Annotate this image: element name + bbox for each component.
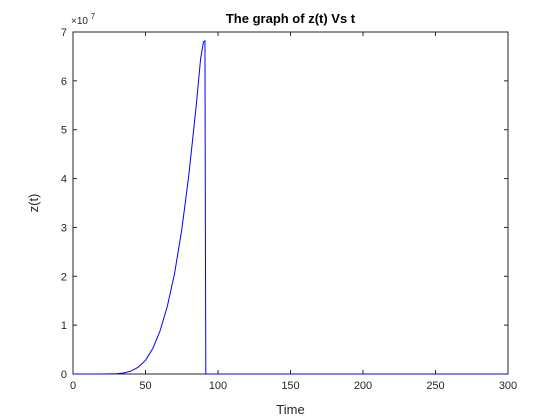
x-tick-label: 50	[139, 380, 151, 392]
x-tick-label: 300	[499, 380, 517, 392]
x-tick-label: 100	[209, 380, 227, 392]
y-tick-label: 3	[61, 222, 67, 234]
y-tick-label: 7	[61, 27, 67, 39]
y-tick-label: 0	[61, 369, 67, 381]
x-tick-label: 250	[426, 380, 444, 392]
x-axis-label: Time	[276, 402, 304, 417]
x-tick-label: 0	[70, 380, 76, 392]
plot-area	[72, 31, 509, 375]
y-tick-label: 6	[61, 76, 67, 88]
y-axis-multiplier: ×10 7	[71, 12, 96, 27]
x-tick-label: 150	[281, 380, 299, 392]
y-tick-label: 4	[61, 174, 67, 186]
y-axis-multiplier-exp: 7	[91, 12, 96, 21]
axis-ticks: 0 50 100 150 200 250 300 0 1 2 3 4 5 6 7	[61, 27, 517, 392]
y-tick-label: 5	[61, 125, 67, 137]
chart-title: The graph of z(t) Vs t	[226, 11, 356, 26]
y-tick-label: 2	[61, 271, 67, 283]
series-line-z	[73, 39, 508, 375]
x-tick-label: 200	[354, 380, 372, 392]
y-axis-multiplier-base: ×10	[71, 16, 88, 27]
y-tick-label: 1	[61, 320, 67, 332]
y-axis-label: z(t)	[26, 194, 41, 213]
